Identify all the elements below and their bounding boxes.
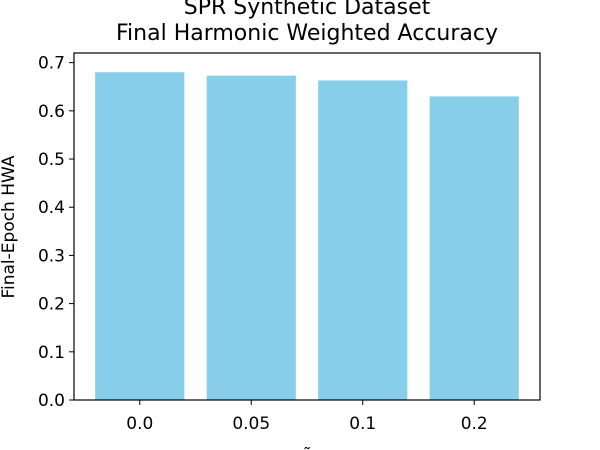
x-tick-label: 0.05 xyxy=(232,414,270,434)
x-axis-ticks: 0.0 0.05 0.1 0.2 xyxy=(126,400,488,434)
bar-0.05 xyxy=(206,75,296,400)
x-tick-label: 0.2 xyxy=(461,414,488,434)
y-tick-label: 0.2 xyxy=(38,295,65,315)
bar-0.2 xyxy=(429,96,519,400)
y-tick-label: 0.3 xyxy=(38,246,65,266)
y-tick-label: 0.6 xyxy=(38,102,65,122)
bar-0.1 xyxy=(318,80,408,401)
chart-title-line-2: Final Harmonic Weighted Accuracy xyxy=(116,21,498,46)
chart-title-line-1: SPR Synthetic Dataset xyxy=(184,0,431,20)
y-tick-label: 0.0 xyxy=(38,391,65,411)
y-tick-label: 0.5 xyxy=(38,150,65,170)
y-axis-ticks: 0.0 0.1 0.2 0.3 0.4 0.5 0.6 0.7 xyxy=(38,54,74,411)
y-tick-label: 0.1 xyxy=(38,343,65,363)
bars-group xyxy=(95,72,519,401)
y-axis-label: Final-Epoch HWA xyxy=(0,155,19,298)
x-tick-label: 0.1 xyxy=(349,414,376,434)
y-tick-label: 0.4 xyxy=(38,198,65,218)
x-tick-label: 0.0 xyxy=(126,414,153,434)
x-axis-label: ñ xyxy=(302,445,313,450)
plot-frame xyxy=(73,52,541,401)
bar-0.0 xyxy=(95,72,185,401)
y-tick-label: 0.7 xyxy=(38,54,65,74)
